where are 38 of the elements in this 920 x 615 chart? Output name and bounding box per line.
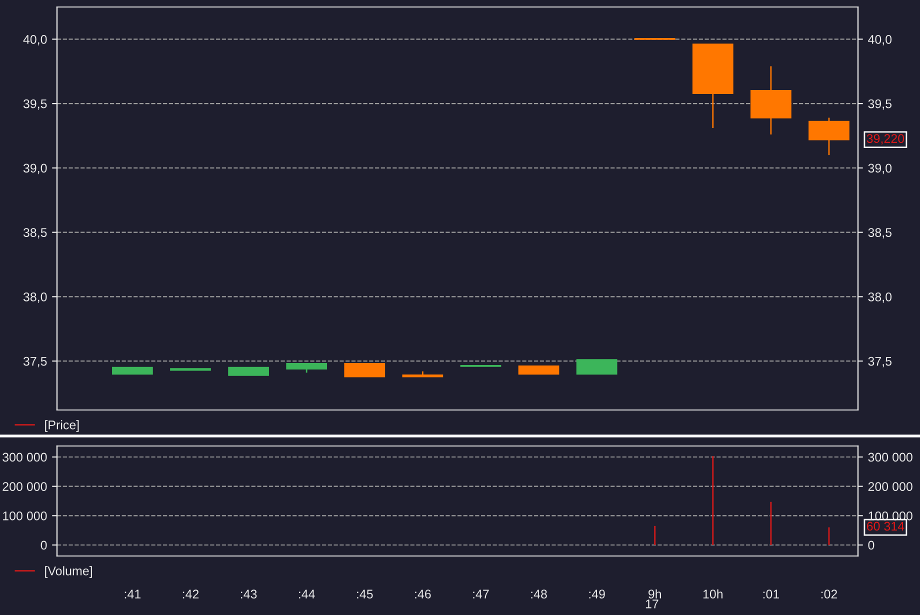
x-tick-label: :46 [415, 590, 431, 599]
legend-label: [Volume] [45, 566, 92, 578]
y2-tick-label: 200 000 [868, 482, 912, 491]
x-tick-label: :01 [763, 590, 780, 599]
y2-tick-label: 40,0 [868, 34, 892, 46]
text: [Price] [45, 420, 79, 432]
y-tick-label: 39,0 [23, 164, 47, 174]
y2-tick-label: 38,5 [868, 228, 892, 238]
x-tick-label: :48 [531, 590, 547, 599]
x-tick-label: :45 [357, 590, 373, 599]
x-tick-label: :42 [182, 590, 199, 598]
text: 39,220 [866, 134, 904, 144]
x-tick-label: 9h [648, 589, 661, 599]
x-tick-label: :43 [240, 590, 257, 599]
y2-tick-label: 100 000 [868, 511, 912, 520]
y-tick-label: 200 000 [2, 482, 47, 491]
y-tick-label: 0 [40, 540, 47, 550]
y2-tick-label: 300 000 [868, 452, 912, 462]
y-tick-label: 38,0 [23, 292, 47, 303]
y2-tick-label: 39,0 [868, 164, 892, 174]
y-tick-label: 37,5 [23, 356, 47, 368]
y2-tick-label: 37,5 [868, 356, 892, 368]
y2-tick-label: 39,5 [868, 99, 892, 110]
y-tick-label: 40,0 [23, 34, 47, 46]
x-tick-label: :47 [473, 590, 489, 598]
text: 17 [646, 600, 658, 608]
y2-tick-label: 0 [868, 540, 874, 550]
x-tick-label: :41 [124, 590, 141, 598]
text: 60 314 [866, 522, 904, 531]
y2-tick-label: 38,0 [868, 292, 892, 303]
y-tick-label: 100 000 [3, 511, 47, 520]
x-tick-label: :49 [589, 590, 605, 599]
y-tick-label: 39,5 [23, 99, 47, 110]
y-tick-label: 300 000 [2, 452, 47, 462]
x-tick-label: :02 [821, 590, 838, 599]
y-tick-label: 38,5 [23, 228, 47, 238]
x-tick-label: :44 [299, 590, 315, 598]
x-tick-label: 10h [703, 589, 723, 599]
